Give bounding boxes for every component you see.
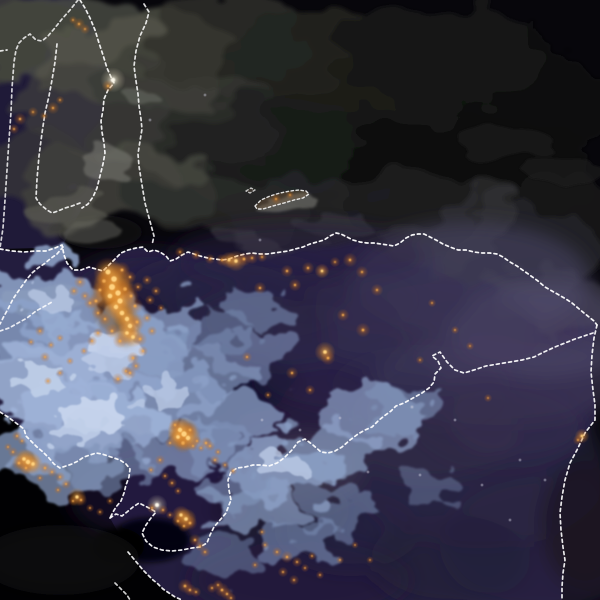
border-guatemala-honduras <box>0 246 64 325</box>
coastline-gulf-of-fonseca <box>109 499 232 552</box>
border-guatemala-belize <box>35 43 81 214</box>
border-west-tick <box>0 49 8 52</box>
belize-barrier-reef <box>133 3 155 246</box>
border-mexico-guatemala <box>0 0 79 249</box>
city-light-glow-layer <box>3 15 590 600</box>
coastline-belize <box>79 0 115 209</box>
city-light-core-layer <box>7 19 584 599</box>
islet-west-of-roatan <box>245 187 256 194</box>
border-elsalvador-honduras <box>0 301 53 332</box>
coastline-caribbean-east <box>559 324 598 600</box>
border-honduras-nicaragua <box>227 332 594 501</box>
coastline-pacific-elsalvador <box>0 411 131 519</box>
coastline-nicaragua-pacific <box>127 551 183 600</box>
fonseca-islets <box>114 582 131 600</box>
